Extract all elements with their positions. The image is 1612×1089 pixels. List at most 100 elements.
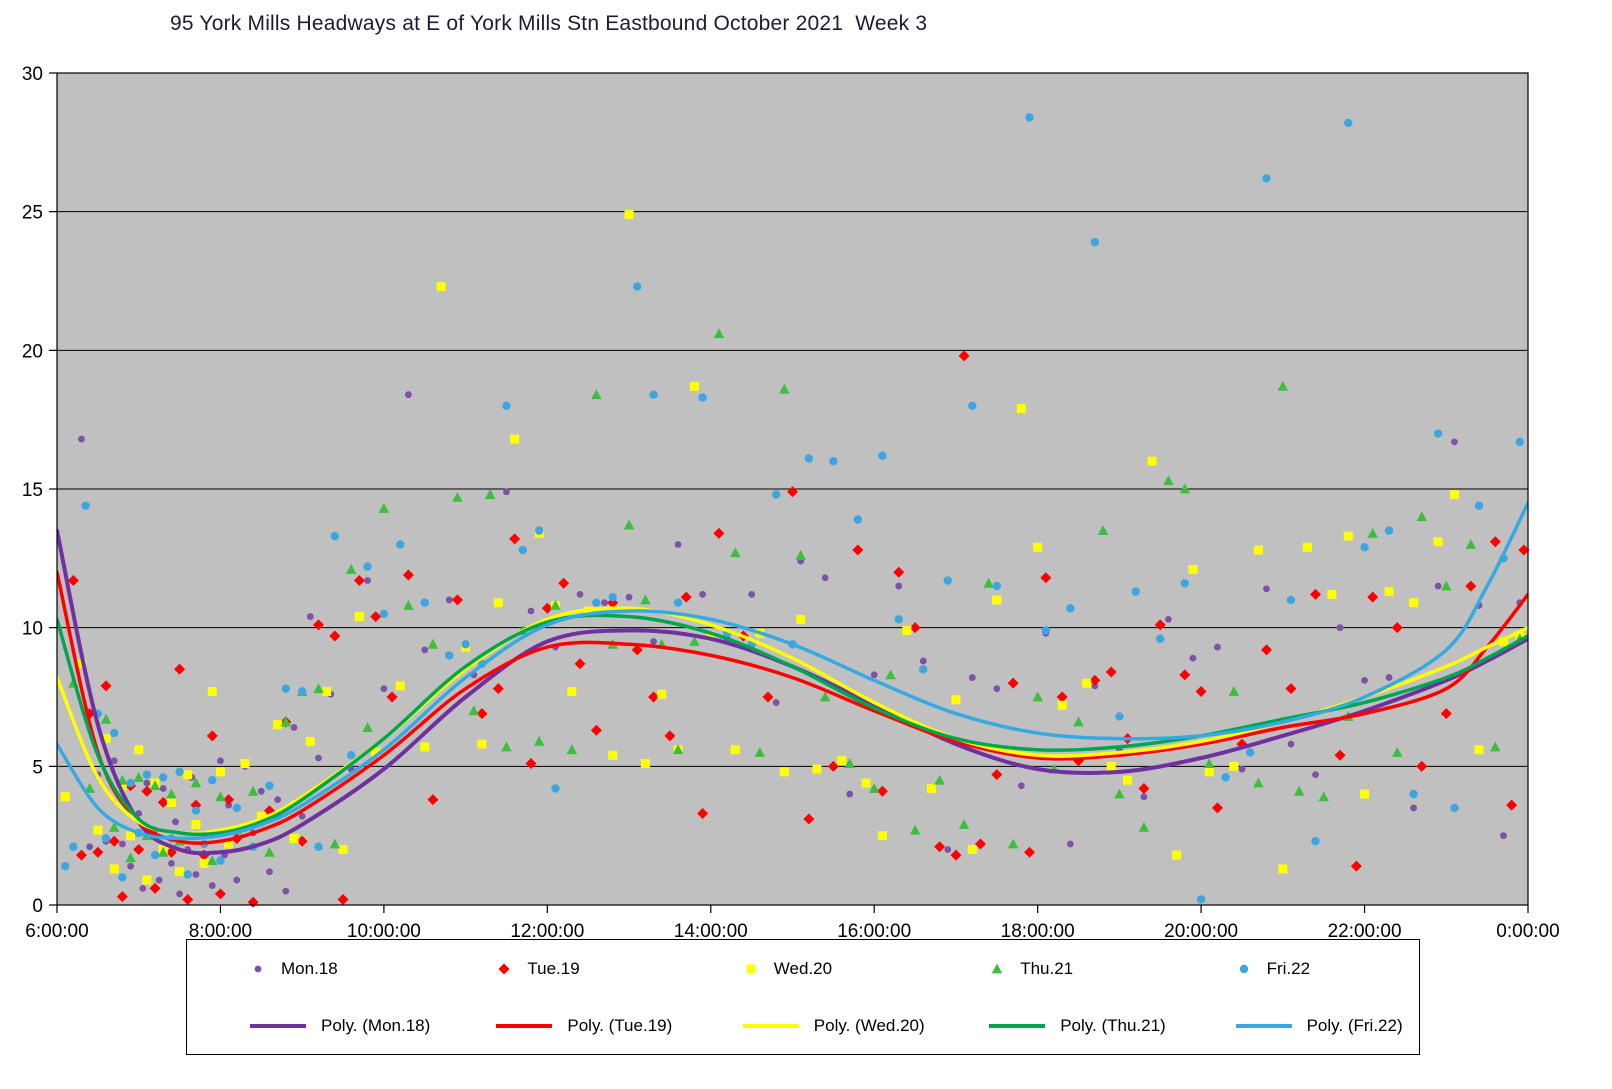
- data-point: [315, 754, 322, 762]
- data-point: [909, 824, 921, 835]
- x-tick-label: 22:00:00: [1328, 921, 1402, 942]
- data-point: [1188, 564, 1198, 574]
- data-point: [919, 657, 927, 665]
- data-point: [493, 598, 503, 608]
- data-point: [1165, 615, 1172, 623]
- data-point: [280, 716, 292, 727]
- data-point: [934, 841, 946, 853]
- legend-item-Tue.19: Tue.19: [433, 959, 679, 979]
- y-tick-label: 15: [22, 480, 43, 501]
- data-point: [126, 778, 135, 788]
- data-point: [345, 563, 357, 574]
- y-tick-label: 0: [32, 896, 43, 917]
- data-point: [451, 594, 463, 606]
- data-point: [1025, 113, 1034, 122]
- data-point: [748, 590, 756, 598]
- data-point: [296, 835, 308, 847]
- data-point: [844, 758, 855, 768]
- data-point: [501, 741, 512, 752]
- data-point: [1204, 767, 1214, 777]
- data-point: [484, 489, 496, 499]
- legend-item-Thu.21: Thu.21: [926, 959, 1172, 979]
- data-point: [273, 720, 283, 730]
- line-sample-icon: [250, 1023, 306, 1028]
- data-point: [168, 860, 175, 867]
- data-point: [159, 773, 168, 782]
- data-point: [108, 821, 120, 832]
- data-point: [1056, 691, 1068, 703]
- data-point: [846, 790, 854, 798]
- data-point: [142, 875, 152, 885]
- data-point: [183, 770, 193, 780]
- data-point: [314, 842, 323, 851]
- data-point: [92, 846, 104, 858]
- data-point: [81, 501, 90, 510]
- data-point: [150, 850, 160, 860]
- data-point: [1138, 821, 1150, 832]
- data-point: [1253, 777, 1264, 788]
- data-point: [329, 630, 341, 642]
- circle-marker-icon: [1239, 964, 1248, 973]
- data-point: [1115, 712, 1124, 721]
- data-point: [364, 577, 371, 584]
- data-point: [126, 831, 136, 841]
- data-point: [1490, 741, 1501, 752]
- data-point: [1327, 589, 1337, 599]
- data-point: [1433, 429, 1443, 438]
- data-point: [1032, 691, 1043, 702]
- x-tick-label: 10:00:00: [347, 921, 421, 942]
- data-point: [919, 665, 928, 674]
- data-point: [991, 963, 1003, 973]
- data-point: [420, 598, 429, 607]
- data-point: [608, 750, 618, 760]
- data-point: [967, 845, 977, 855]
- data-point: [322, 686, 332, 696]
- data-point: [821, 574, 829, 582]
- data-point: [713, 527, 725, 539]
- data-point: [215, 767, 225, 777]
- data-point: [192, 871, 200, 878]
- data-point: [395, 681, 405, 691]
- data-point: [1367, 527, 1378, 538]
- data-point: [216, 856, 225, 865]
- data-point: [1189, 654, 1197, 662]
- legend: Mon.18 Tue.19 Wed.20 Thu.21 Fri.22 Poly. (Mo…: [186, 939, 1420, 1055]
- data-point: [337, 893, 349, 905]
- data-point: [139, 884, 147, 892]
- data-point: [1090, 237, 1100, 247]
- data-point: [379, 609, 389, 618]
- data-point: [1229, 761, 1239, 771]
- data-point: [827, 760, 839, 772]
- data-point: [509, 533, 521, 545]
- data-point: [1007, 838, 1019, 849]
- data-point: [247, 785, 259, 796]
- diamond-marker-icon: [498, 963, 510, 974]
- data-point: [306, 613, 314, 620]
- data-point: [110, 757, 118, 765]
- data-point: [518, 545, 528, 555]
- data-point: [427, 638, 439, 649]
- data-point: [1334, 749, 1346, 761]
- data-point: [664, 730, 676, 742]
- data-point: [974, 838, 986, 850]
- data-point: [878, 451, 887, 460]
- data-point: [673, 598, 683, 607]
- data-point: [233, 876, 241, 884]
- data-point: [1163, 475, 1174, 486]
- data-point: [876, 785, 888, 797]
- data-point: [133, 844, 145, 856]
- line-sample-icon: [989, 1023, 1046, 1028]
- data-point: [991, 769, 1003, 781]
- data-point: [541, 602, 553, 614]
- data-point: [1416, 760, 1428, 772]
- data-point: [182, 893, 194, 905]
- data-point: [110, 728, 119, 738]
- data-point: [477, 739, 487, 749]
- data-point: [1057, 700, 1067, 710]
- data-point: [1023, 846, 1035, 858]
- data-point: [199, 858, 209, 868]
- data-point: [1040, 572, 1052, 584]
- x-tick-label: 6:00:00: [25, 921, 88, 942]
- data-point: [266, 868, 273, 876]
- data-point: [772, 699, 780, 706]
